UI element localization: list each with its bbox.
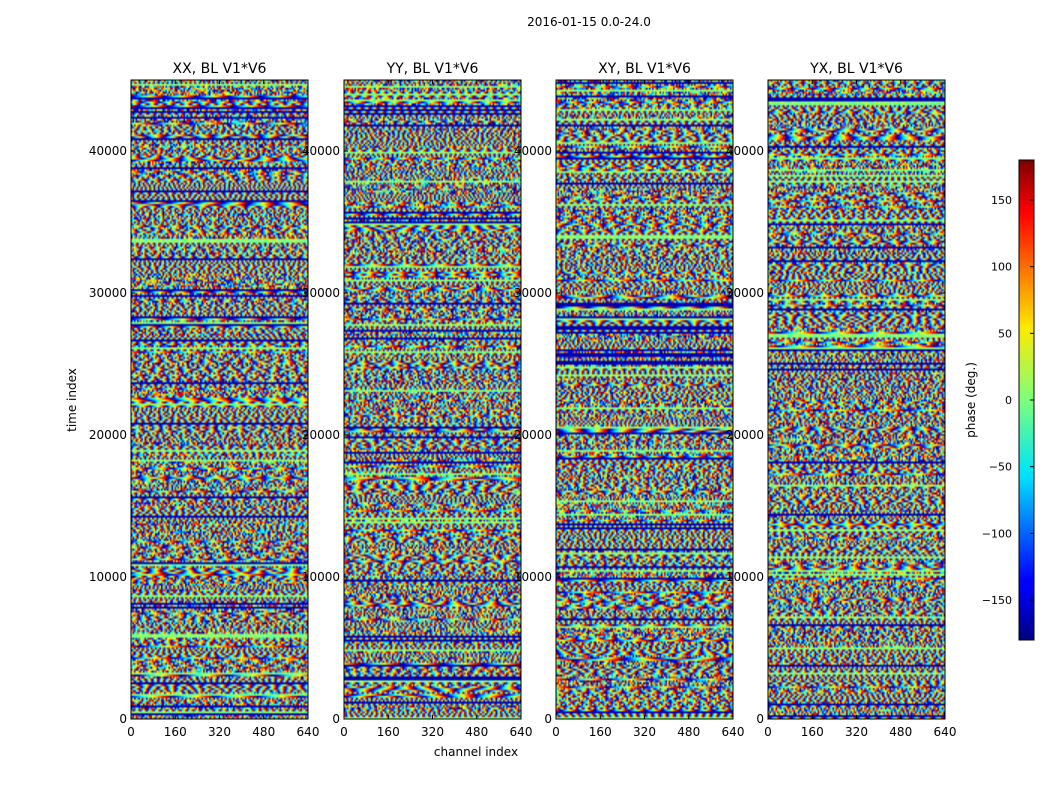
y-axis-label: time index [65, 368, 79, 432]
x-tick-label: 480 [889, 725, 912, 739]
y-tick-label: 40000 [302, 144, 340, 158]
y-tick-label: 10000 [89, 570, 127, 584]
colorbar-label: phase (deg.) [964, 362, 978, 438]
x-axis-label: channel index [434, 745, 518, 759]
x-tick-label: 160 [589, 725, 612, 739]
panel-title: XY, BL V1*V6 [598, 61, 691, 77]
x-tick-label: 0 [764, 725, 772, 739]
x-tick-label: 320 [421, 725, 444, 739]
colorbar-tick-label: 50 [998, 327, 1012, 340]
x-tick-label: 480 [677, 725, 700, 739]
x-tick-label: 160 [164, 725, 187, 739]
panel-1: XX, BL V1*V6 0 160 320 480 640 0 10000 20000 3000… [89, 61, 320, 739]
y-tick-label: 30000 [302, 286, 340, 300]
x-tick-label: 0 [127, 725, 135, 739]
y-tick-label: 10000 [514, 570, 552, 584]
y-tick-label: 20000 [302, 428, 340, 442]
figure-suptitle: 2016-01-15 0.0-24.0 [527, 15, 651, 29]
y-tick-label: 10000 [302, 570, 340, 584]
heatmap-image [344, 80, 521, 719]
x-tick-label: 160 [377, 725, 400, 739]
y-tick-label: 0 [332, 712, 340, 726]
y-tick-label: 30000 [89, 286, 127, 300]
panel-title: YX, BL V1*V6 [809, 61, 903, 77]
colorbar-tick-label: −50 [989, 461, 1012, 474]
x-tick-label: 320 [208, 725, 231, 739]
y-tick-label: 20000 [514, 428, 552, 442]
x-tick-label: 320 [633, 725, 656, 739]
panel-3: XY, BL V1*V6 0 160 320 480 640 0 10000 20000 3000… [514, 61, 745, 739]
panel-4: YX, BL V1*V6 0 160 320 480 640 0 10000 20000 3000… [726, 61, 957, 739]
panel-title: YY, BL V1*V6 [386, 61, 479, 77]
heatmap-image [131, 80, 308, 719]
colorbar-tick-label: 0 [1005, 394, 1012, 407]
panel-2: YY, BL V1*V6 0 160 320 480 640 0 10000 20000 3000… [302, 61, 533, 739]
x-tick-label: 0 [552, 725, 560, 739]
y-tick-label: 40000 [726, 144, 764, 158]
x-tick-label: 0 [340, 725, 348, 739]
colorbar-tick-label: −150 [982, 594, 1012, 607]
colorbar-ticks: 150 100 50 0 −50 −100 −150 [982, 194, 1034, 607]
colorbar-tick-label: −100 [982, 527, 1012, 540]
panel-title: XX, BL V1*V6 [173, 61, 267, 77]
y-tick-label: 40000 [514, 144, 552, 158]
colorbar-tick-label: 100 [991, 261, 1012, 274]
heatmap-image [768, 80, 945, 719]
x-tick-label: 480 [252, 725, 275, 739]
y-tick-label: 20000 [89, 428, 127, 442]
y-tick-label: 0 [544, 712, 552, 726]
x-tick-label: 480 [465, 725, 488, 739]
panels: XX, BL V1*V6 0 160 320 480 640 0 10000 20000 3000… [89, 61, 957, 739]
y-tick-label: 20000 [726, 428, 764, 442]
x-tick-label: 640 [722, 725, 745, 739]
x-tick-label: 640 [934, 725, 957, 739]
y-tick-label: 30000 [514, 286, 552, 300]
y-tick-label: 40000 [89, 144, 127, 158]
x-tick-label: 320 [845, 725, 868, 739]
y-tick-label: 10000 [726, 570, 764, 584]
y-tick-label: 0 [119, 712, 127, 726]
x-tick-label: 640 [297, 725, 320, 739]
heatmap-image [556, 80, 733, 719]
y-tick-label: 30000 [726, 286, 764, 300]
colorbar-tick-label: 150 [991, 194, 1012, 207]
x-tick-label: 640 [510, 725, 533, 739]
y-tick-label: 0 [756, 712, 764, 726]
x-tick-label: 160 [801, 725, 824, 739]
